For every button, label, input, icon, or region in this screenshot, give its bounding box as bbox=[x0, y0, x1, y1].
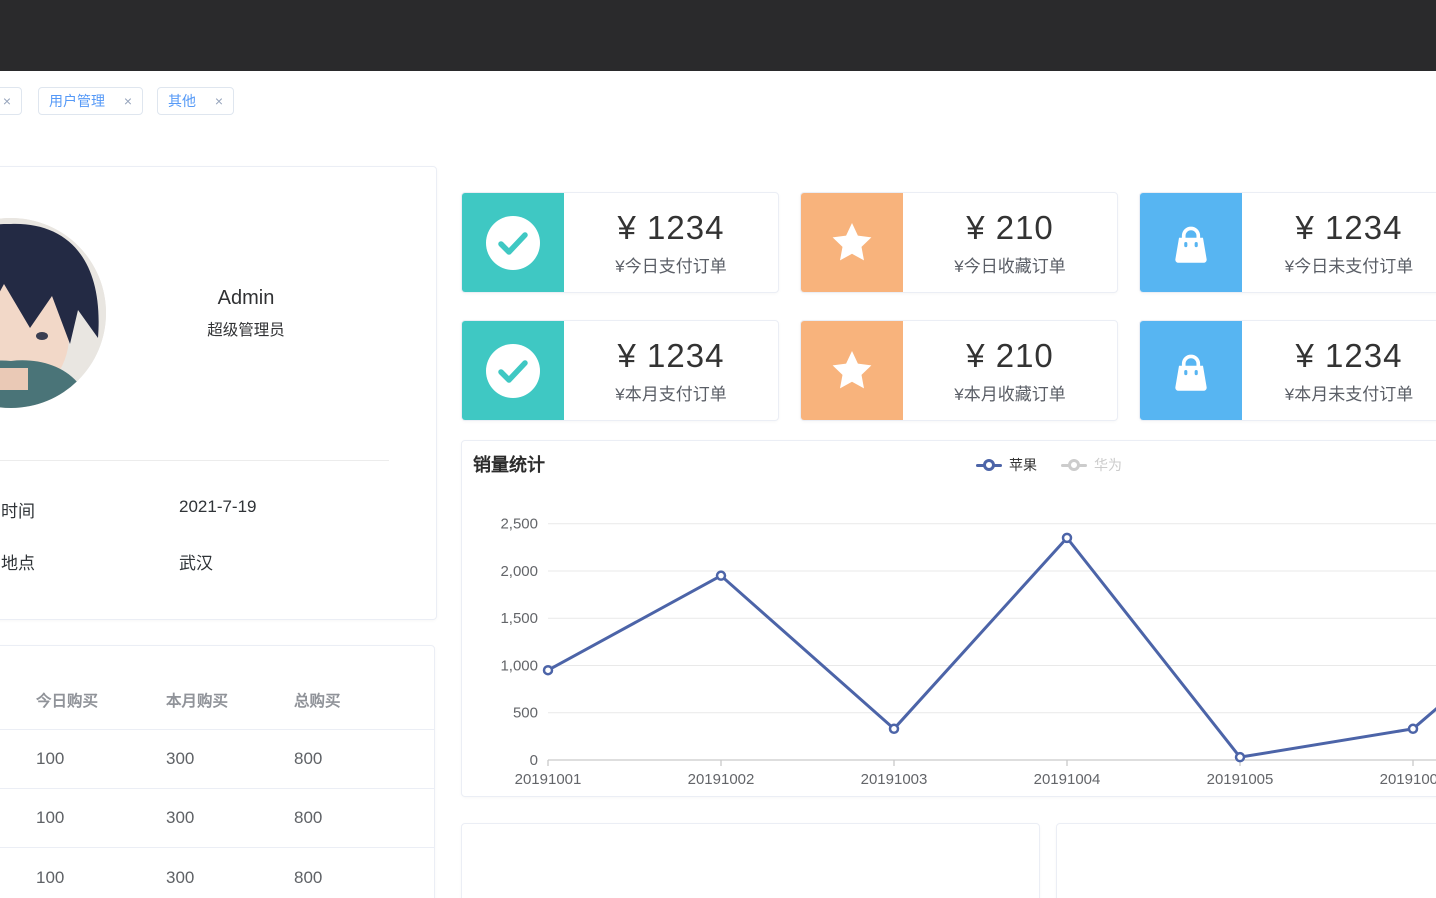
tag-partial[interactable]: × bbox=[0, 87, 22, 115]
info-label: 时间 bbox=[1, 502, 35, 521]
column-header: 本月购买 bbox=[166, 693, 229, 710]
stat-label: ¥今日未支付订单 bbox=[1284, 256, 1414, 276]
svg-text:2,500: 2,500 bbox=[500, 516, 538, 533]
anime-avatar-icon bbox=[0, 218, 106, 408]
stat-value: ¥ 210 bbox=[966, 208, 1054, 246]
table-cell: 800 bbox=[294, 867, 323, 887]
svg-text:20191003: 20191003 bbox=[861, 771, 928, 788]
bottom-panel-right bbox=[1056, 823, 1436, 898]
table-row: 100 300 800 bbox=[0, 730, 434, 789]
stat-card: ¥ 1234 ¥本月未支付订单 bbox=[1139, 320, 1436, 421]
svg-text:20191005: 20191005 bbox=[1207, 771, 1274, 788]
bag-icon bbox=[1140, 321, 1242, 420]
table-header-row: 今日购买 本月购买 总购买 bbox=[0, 671, 434, 730]
check-icon bbox=[462, 193, 564, 292]
chart-legend: 苹果 华为 bbox=[976, 455, 1122, 475]
svg-text:20191006: 20191006 bbox=[1380, 771, 1436, 788]
stat-card: ¥ 1234 ¥本月支付订单 bbox=[461, 320, 779, 421]
purchase-table-card: 今日购买 本月购买 总购买 100 300 800 100 300 800 10… bbox=[0, 645, 435, 898]
svg-text:2,000: 2,000 bbox=[500, 563, 538, 580]
svg-text:0: 0 bbox=[530, 752, 538, 769]
close-icon[interactable]: × bbox=[214, 93, 223, 109]
tag-other[interactable]: 其他 × bbox=[157, 87, 234, 115]
info-value: 武汉 bbox=[179, 554, 213, 573]
svg-text:20191001: 20191001 bbox=[515, 771, 582, 788]
stat-label: ¥本月支付订单 bbox=[615, 384, 727, 404]
stat-label: ¥今日支付订单 bbox=[615, 256, 727, 276]
tag-user-management[interactable]: 用户管理 × bbox=[38, 87, 143, 115]
stat-value: ¥ 1234 bbox=[617, 336, 725, 374]
stat-card: ¥ 210 ¥今日收藏订单 bbox=[800, 192, 1118, 293]
sales-line-chart: 0 500 1,000 1,500 2,000 2,500 20191001 20191002… bbox=[500, 516, 1436, 788]
stat-card: ¥ 1234 ¥今日未支付订单 bbox=[1139, 192, 1436, 293]
stat-card: ¥ 1234 ¥今日支付订单 bbox=[461, 192, 779, 293]
svg-text:20191004: 20191004 bbox=[1034, 771, 1101, 788]
table-cell: 300 bbox=[166, 749, 195, 768]
stat-value: ¥ 210 bbox=[966, 336, 1054, 374]
table-cell: 100 bbox=[36, 867, 65, 887]
star-icon bbox=[801, 193, 903, 292]
legend-label: 华为 bbox=[1094, 457, 1122, 473]
table-cell: 800 bbox=[294, 808, 323, 827]
column-header: 今日购买 bbox=[36, 693, 99, 710]
stat-label: ¥本月收藏订单 bbox=[954, 384, 1066, 404]
bag-icon bbox=[1140, 193, 1242, 292]
info-value: 2021-7-19 bbox=[179, 497, 257, 516]
stat-label: ¥今日收藏订单 bbox=[954, 256, 1066, 276]
line-circle-marker-icon bbox=[976, 459, 1002, 471]
tag-label: 用户管理 bbox=[49, 93, 105, 109]
app-header-bar bbox=[0, 0, 1436, 71]
tag-label: 其他 bbox=[168, 93, 196, 109]
user-role: 超级管理员 bbox=[207, 322, 285, 339]
sales-chart-card: 销量统计 苹果 华为 0 500 1,000 1,500 2,000 2,500 20191… bbox=[461, 440, 1436, 797]
bottom-panel-left bbox=[461, 823, 1040, 898]
check-icon bbox=[462, 321, 564, 420]
svg-text:1,500: 1,500 bbox=[500, 610, 538, 627]
svg-text:500: 500 bbox=[513, 705, 538, 722]
table-cell: 100 bbox=[36, 808, 65, 827]
user-name: Admin bbox=[217, 287, 275, 309]
close-icon[interactable]: × bbox=[123, 93, 132, 109]
avatar bbox=[0, 218, 106, 408]
divider bbox=[0, 460, 389, 461]
profile-card: Admin 超级管理员 时间 2021-7-19 地点 武汉 bbox=[0, 166, 437, 620]
svg-text:20191002: 20191002 bbox=[688, 771, 755, 788]
legend-label: 苹果 bbox=[1009, 457, 1037, 473]
table-cell: 100 bbox=[36, 749, 65, 768]
table-cell: 800 bbox=[294, 749, 323, 768]
line-circle-marker-icon bbox=[1061, 459, 1087, 471]
table-cell: 300 bbox=[166, 808, 195, 827]
table-cell: 300 bbox=[166, 867, 195, 887]
star-icon bbox=[801, 321, 903, 420]
close-icon[interactable]: × bbox=[2, 93, 11, 109]
chart-title: 销量统计 bbox=[473, 455, 545, 475]
stat-value: ¥ 1234 bbox=[1295, 208, 1403, 246]
stat-card: ¥ 210 ¥本月收藏订单 bbox=[800, 320, 1118, 421]
legend-item-huawei[interactable]: 华为 bbox=[1061, 455, 1122, 475]
info-label: 地点 bbox=[1, 554, 35, 573]
column-header: 总购买 bbox=[294, 693, 341, 710]
stat-value: ¥ 1234 bbox=[617, 208, 725, 246]
table-row: 100 300 800 bbox=[0, 789, 434, 848]
svg-text:1,000: 1,000 bbox=[500, 657, 538, 674]
legend-item-apple[interactable]: 苹果 bbox=[976, 455, 1037, 475]
stat-value: ¥ 1234 bbox=[1295, 336, 1403, 374]
stat-label: ¥本月未支付订单 bbox=[1284, 384, 1414, 404]
table-row: 100 300 800 bbox=[0, 848, 434, 898]
